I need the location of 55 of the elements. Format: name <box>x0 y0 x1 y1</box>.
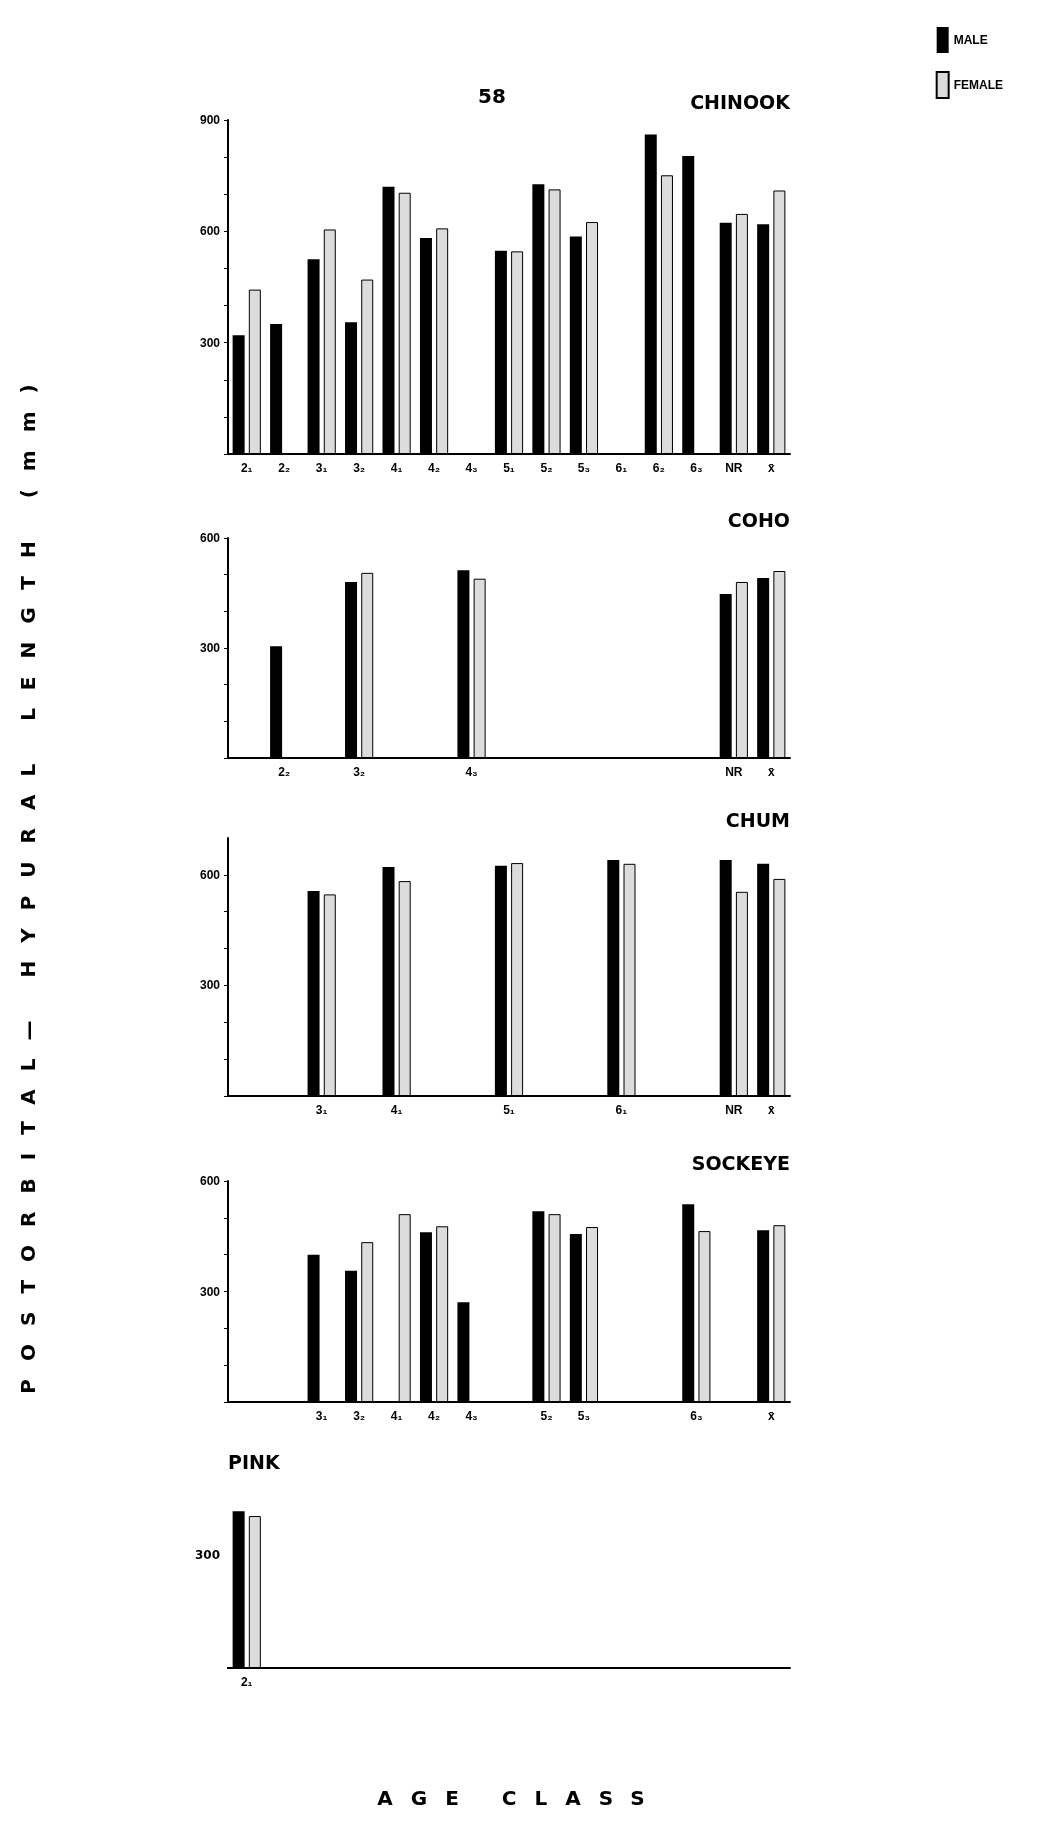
x-tick-label: x̄ <box>767 765 775 779</box>
y-tick-label: 900 <box>199 113 221 127</box>
x-tick-label: 6₃ <box>690 461 703 475</box>
chart-title: SOCKEYE <box>691 1151 790 1175</box>
y-tick-label: 600 <box>199 531 221 545</box>
x-tick-label: 3₂ <box>353 1409 366 1423</box>
x-tick-label: 6₁ <box>615 1103 628 1117</box>
x-tick-label: 4₂ <box>428 461 441 475</box>
y-axis-title: POSTORBITAL— HYPURAL LENGTH (mm) <box>16 366 40 1394</box>
x-tick-label: 2₂ <box>278 461 291 475</box>
x-tick-label: 2₁ <box>240 461 253 475</box>
x-tick-label: 5₂ <box>540 1409 553 1423</box>
x-tick-label: NR <box>725 461 743 475</box>
legend-label: MALE <box>953 33 988 47</box>
chart-title: CHUM <box>725 808 790 832</box>
x-tick-label: 3₂ <box>353 461 366 475</box>
x-tick-label: NR <box>725 1103 743 1117</box>
x-tick-label: 3₂ <box>353 765 366 779</box>
x-tick-label: 5₁ <box>503 461 515 475</box>
x-tick-label: x̄ <box>767 461 775 475</box>
x-tick-label: 4₂ <box>428 1409 441 1423</box>
x-tick-label: 4₁ <box>390 1103 403 1117</box>
y-tick-label: 300 <box>199 1284 221 1299</box>
y-tick-label: 300 <box>199 641 221 655</box>
y-tick-label: 600 <box>199 224 221 239</box>
x-tick-label: 6₁ <box>615 461 628 475</box>
x-tick-label: 4₁ <box>390 1409 403 1423</box>
chart-title: CHINOOK <box>690 90 790 114</box>
x-tick-label: x̄ <box>767 1409 775 1423</box>
chart-title: PINK <box>228 1450 280 1474</box>
x-tick-label: 3₁ <box>315 461 328 475</box>
y-tick-label: 300 <box>199 335 221 350</box>
x-tick-label: NR <box>725 765 743 779</box>
x-tick-label: x̄ <box>767 1103 775 1117</box>
y-tick-label: 600 <box>199 867 221 882</box>
x-tick-label: 2₁ <box>240 1675 253 1689</box>
x-tick-label: 6₂ <box>652 461 665 475</box>
x-tick-label: 6₃ <box>690 1409 703 1423</box>
x-tick-label: 5₂ <box>540 461 553 475</box>
x-tick-label: 3₁ <box>315 1103 328 1117</box>
x-tick-label: 3₁ <box>315 1409 328 1423</box>
x-tick-label: 5₃ <box>577 1409 591 1423</box>
y-tick-label: 600 <box>199 1174 221 1188</box>
text: 58 <box>478 84 506 108</box>
legend-label: FEMALE <box>953 78 1004 92</box>
x-tick-label: 4₃ <box>465 765 478 779</box>
chart-title: COHO <box>727 508 790 532</box>
x-tick-label: 4₃ <box>465 1409 478 1423</box>
x-tick-label: 5₁ <box>503 1103 515 1117</box>
x-tick-label: 2₂ <box>278 765 291 779</box>
x-tick-label: 4₃ <box>465 461 478 475</box>
x-axis-title: AGE CLASS <box>377 1786 663 1810</box>
x-tick-label: 5₃ <box>577 461 591 475</box>
y-tick-label: 300 <box>199 978 221 993</box>
x-tick-label: 4₁ <box>390 461 403 475</box>
